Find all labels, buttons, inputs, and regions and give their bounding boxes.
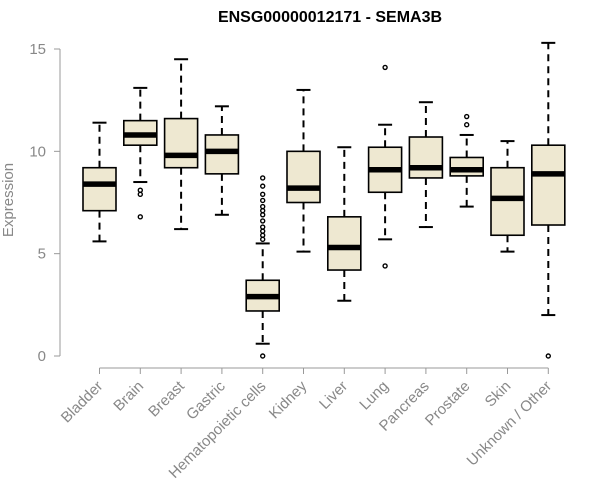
x-tick-label: Bladder	[58, 378, 107, 427]
box-pancreas	[408, 101, 444, 229]
outlier-point	[382, 263, 388, 269]
box-bladder	[82, 121, 117, 243]
outlier-point	[137, 214, 144, 220]
box-kidney	[286, 88, 321, 253]
box-brain	[123, 86, 158, 220]
box-skin	[490, 140, 525, 253]
iqr-box	[204, 134, 240, 175]
x-tick-label: Breast	[145, 377, 188, 420]
x-tick-label: Kidney	[266, 377, 311, 422]
box-lung	[367, 64, 403, 269]
box-liver	[326, 146, 362, 302]
y-tick-label: 15	[29, 41, 46, 58]
outlier-point	[464, 113, 470, 120]
box-hematopoietic-cells	[245, 175, 280, 359]
iqr-box	[286, 150, 321, 204]
outlier-point	[464, 122, 470, 128]
outlier-point	[260, 203, 266, 210]
outlier-point	[260, 175, 266, 181]
outlier-point	[260, 353, 266, 359]
outlier-point	[260, 191, 266, 198]
outlier-point	[260, 224, 266, 230]
box-prostate	[449, 113, 485, 208]
outlier-point	[260, 197, 266, 204]
x-tick-label: Brain	[110, 378, 147, 415]
outlier-point	[382, 64, 388, 71]
x-tick-label: Lung	[356, 378, 392, 414]
x-tick-label: Skin	[482, 378, 515, 411]
y-tick-label: 5	[38, 246, 46, 263]
outlier-point	[260, 183, 266, 189]
iqr-box	[326, 216, 362, 271]
outlier-point	[137, 187, 144, 193]
x-tick-label: Prostate	[422, 378, 474, 430]
box-gastric	[204, 105, 240, 216]
iqr-box	[449, 156, 485, 177]
y-axis-label: Expression	[0, 163, 17, 237]
iqr-box	[82, 166, 117, 212]
iqr-box	[408, 136, 444, 179]
outlier-point	[260, 218, 266, 224]
iqr-box	[163, 117, 199, 169]
y-tick-label: 10	[29, 143, 46, 160]
boxes-group	[82, 41, 566, 359]
iqr-box	[530, 144, 566, 226]
y-tick-label: 0	[38, 348, 46, 365]
box-unknown-other	[530, 41, 566, 359]
box-breast	[163, 58, 199, 231]
iqr-box	[490, 166, 525, 237]
outlier-point	[545, 353, 551, 359]
x-tick-label: Liver	[316, 378, 351, 413]
chart-title: ENSG00000012171 - SEMA3B	[218, 9, 442, 26]
y-axis: 0 5 10 15	[29, 41, 61, 365]
